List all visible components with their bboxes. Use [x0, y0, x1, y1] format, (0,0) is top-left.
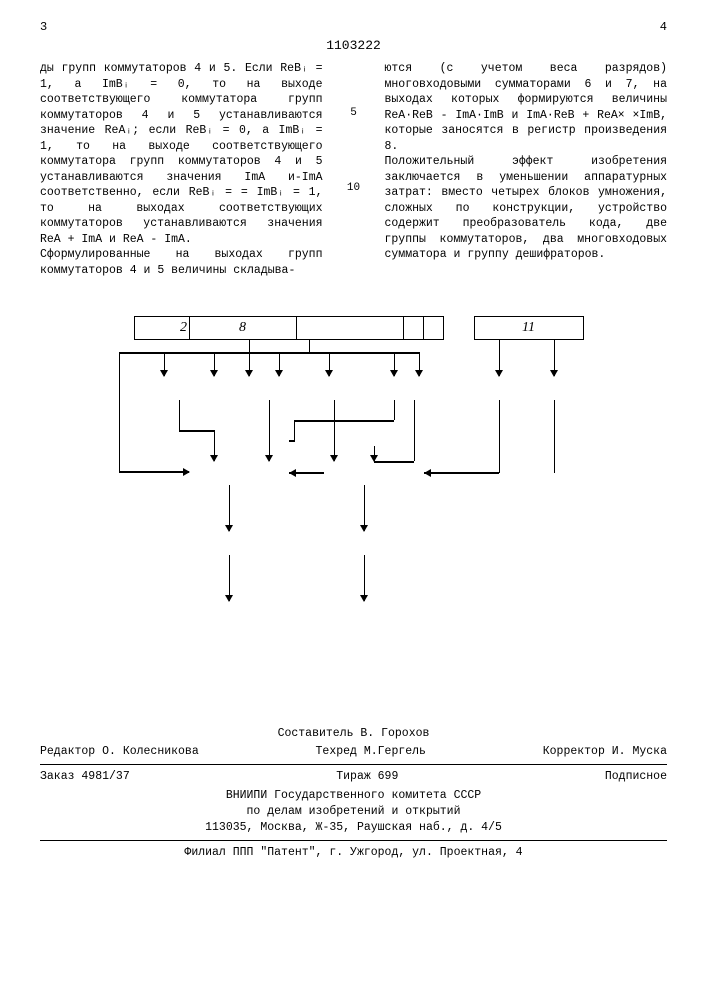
- node-8: 8: [189, 316, 404, 340]
- compiler: Составитель В. Горохов: [40, 726, 667, 742]
- techred: Техред М.Гергель: [316, 744, 426, 760]
- branch: Филиал ППП "Патент", г. Ужгород, ул. Про…: [40, 845, 667, 861]
- right-column: ются (с учетом веса разрядов) многовходо…: [385, 61, 668, 282]
- address-1: 113035, Москва, Ж-35, Раушская наб., д. …: [40, 820, 667, 836]
- node-8-label: 8: [190, 317, 297, 339]
- org-line-2: по делам изобретений и открытий: [40, 804, 667, 820]
- left-column-text: ды групп коммутаторов 4 и 5. Если ReBᵢ =…: [40, 61, 323, 278]
- footer: Составитель В. Горохов Редактор О. Колес…: [40, 726, 667, 861]
- corrector: Корректор И. Муска: [543, 744, 667, 760]
- tirazh: Тираж 699: [336, 769, 398, 785]
- podpisnoe: Подписное: [605, 769, 667, 785]
- left-column: ды групп коммутаторов 4 и 5. Если ReBᵢ =…: [40, 61, 323, 282]
- line-number-gutter: 5 10: [347, 61, 361, 282]
- page-right: 4: [660, 20, 667, 34]
- block-diagram: 1 10 2 3 9 11 4 5 6 7 8: [94, 316, 614, 636]
- right-column-text: ются (с учетом веса разрядов) многовходо…: [385, 61, 668, 263]
- node-11: 11: [474, 316, 584, 340]
- page-left: 3: [40, 20, 47, 34]
- line-marker-5: 5: [347, 106, 361, 121]
- body-text: ды групп коммутаторов 4 и 5. Если ReBᵢ =…: [40, 61, 667, 282]
- editor: Редактор О. Колесникова: [40, 744, 199, 760]
- order-number: Заказ 4981/37: [40, 769, 130, 785]
- document-number: 1103222: [40, 38, 667, 53]
- line-marker-10: 10: [347, 181, 361, 196]
- org-line-1: ВНИИПИ Государственного комитета СССР: [40, 788, 667, 804]
